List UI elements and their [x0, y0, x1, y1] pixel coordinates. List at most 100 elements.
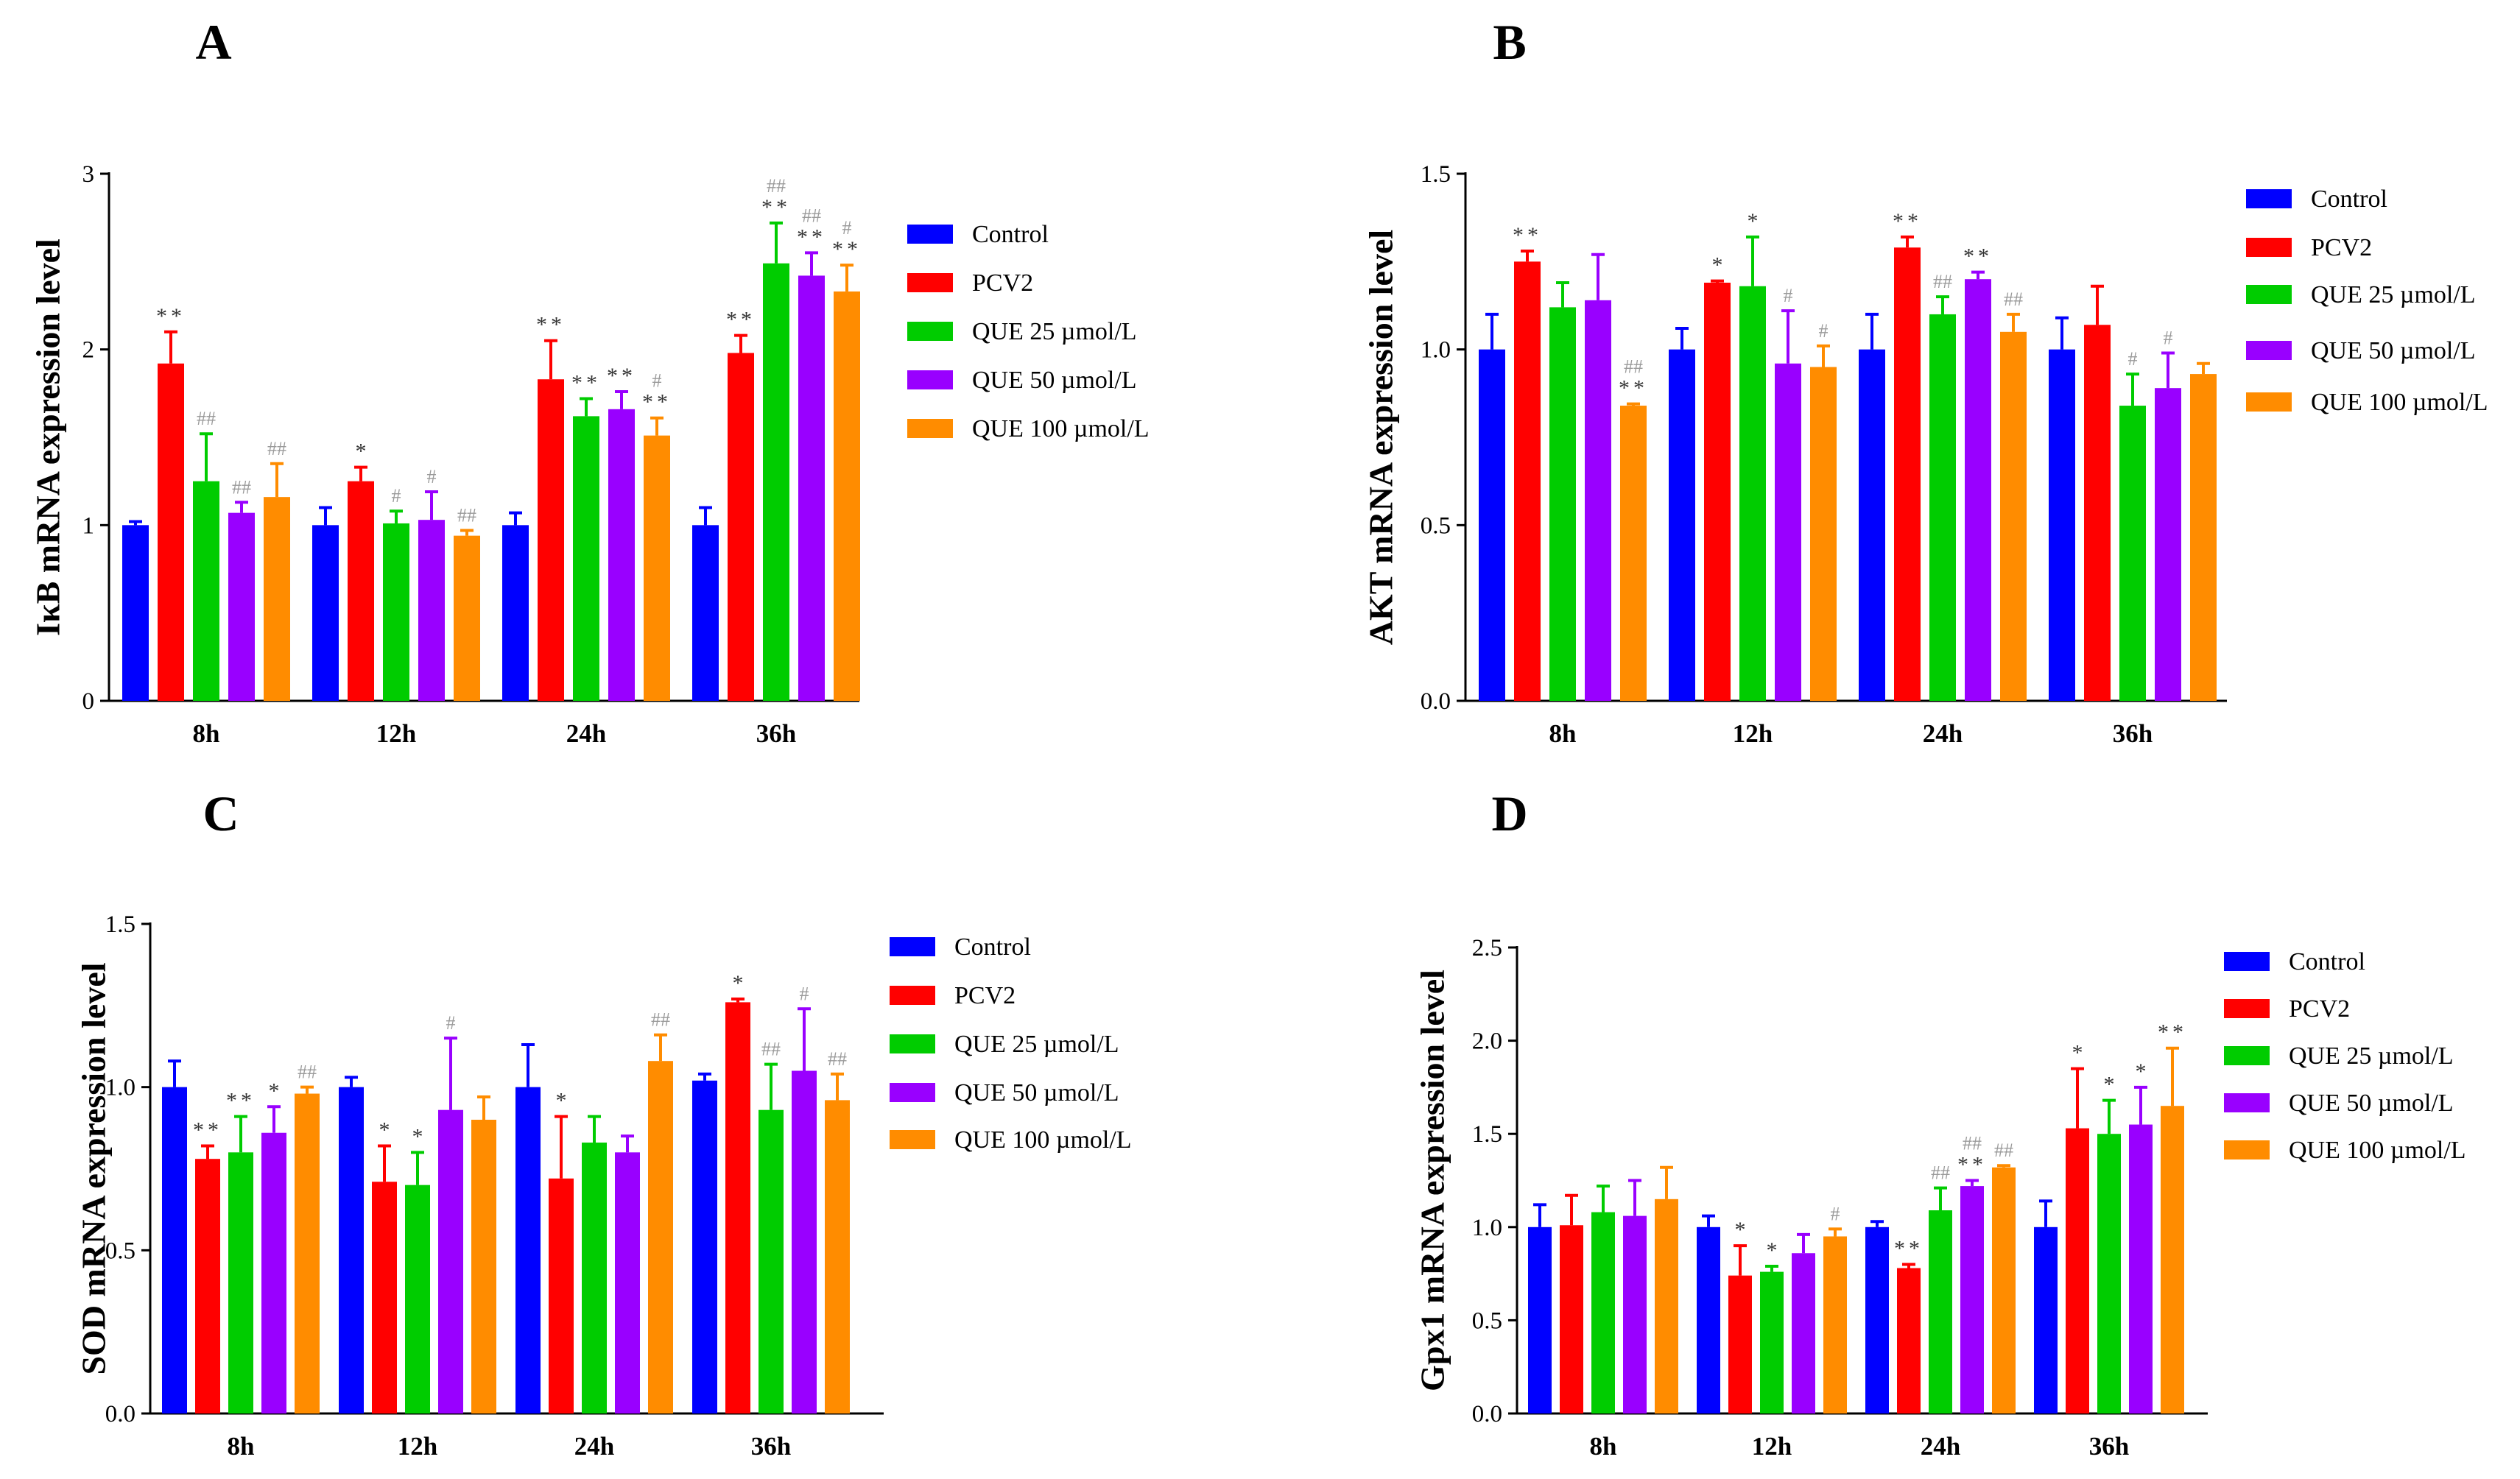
significance-mark: ## — [651, 1009, 670, 1031]
significance-mark: ## — [457, 504, 476, 526]
chart-panel-d: D Gpx1 mRNA expression level 0.0 0.5 1.0 1.5 2… — [1414, 786, 2466, 1461]
x-tick-label: 8h — [228, 1432, 255, 1461]
y-tick-label: 0.0 — [1472, 1401, 1502, 1427]
legend-label: QUE 100 µmol/L — [972, 415, 1150, 442]
legend-label: QUE 25 µmol/L — [954, 1031, 1119, 1058]
bar — [615, 1152, 640, 1413]
x-tick-label: 24h — [1921, 1432, 1960, 1461]
legend-label: Control — [954, 933, 1031, 961]
bar — [2084, 325, 2111, 701]
legend-label: QUE 50 µmol/L — [2289, 1090, 2454, 1117]
bar — [1560, 1225, 1583, 1413]
bar — [1585, 300, 1611, 702]
y-tick-label: 3 — [82, 161, 95, 188]
bar — [2129, 1124, 2153, 1413]
significance-mark: * — [2136, 1059, 2147, 1084]
significance-mark: * — [733, 971, 744, 995]
y-axis-label: IκB mRNA expression level — [29, 239, 67, 636]
bar — [1623, 1215, 1647, 1413]
bar — [2066, 1128, 2089, 1413]
y-tick-label: 1.0 — [1472, 1215, 1502, 1241]
bar — [2097, 1134, 2121, 1413]
bar — [2000, 331, 2027, 701]
significance-mark: ** — [2158, 1020, 2187, 1045]
y-tick-label: 0.0 — [1421, 688, 1451, 715]
y-tick-label: 2.0 — [1472, 1028, 1502, 1055]
y-tick-label: 0.5 — [105, 1238, 135, 1264]
bar — [608, 409, 635, 701]
significance-mark: # — [1819, 320, 1829, 342]
significance-mark: ** — [226, 1089, 256, 1113]
significance-mark: ## — [1994, 1140, 2013, 1161]
x-tick-label: 36h — [756, 719, 796, 748]
bar — [1760, 1271, 1784, 1413]
legend-swatch — [890, 1083, 935, 1102]
bar — [582, 1143, 607, 1413]
bar — [1775, 363, 1801, 701]
y-tick-label: 0.5 — [1472, 1307, 1502, 1334]
legend-label: QUE 25 µmol/L — [2289, 1042, 2454, 1070]
bar — [438, 1109, 463, 1413]
significance-mark: * — [556, 1089, 567, 1113]
bar — [339, 1087, 364, 1413]
legend-label: QUE 25 µmol/L — [2311, 281, 2476, 308]
significance-mark: * — [412, 1124, 423, 1148]
bar — [1965, 279, 1991, 701]
significance-mark: # — [446, 1012, 456, 1034]
legend-label: QUE 100 µmol/L — [2289, 1137, 2466, 1164]
bar — [725, 1002, 750, 1413]
significance-mark: ## — [267, 438, 286, 459]
legend-swatch — [907, 322, 953, 341]
legend-label: QUE 25 µmol/L — [972, 318, 1137, 345]
y-tick-label: 1.5 — [1472, 1121, 1502, 1148]
y-tick-label: 2.5 — [1472, 935, 1502, 961]
bar — [1823, 1236, 1847, 1413]
significance-mark: ** — [1957, 1153, 1987, 1177]
significance-mark: # — [1831, 1203, 1840, 1224]
legend-swatch — [2224, 1140, 2270, 1159]
significance-mark: ** — [761, 195, 791, 219]
bar — [763, 263, 789, 702]
significance-mark: ** — [726, 308, 756, 332]
y-tick-label: 0 — [82, 688, 95, 715]
panel-letter: C — [203, 786, 239, 841]
significance-mark: ** — [832, 237, 862, 261]
significance-mark: ## — [1933, 271, 1952, 292]
x-tick-label: 36h — [751, 1432, 791, 1461]
bar — [193, 481, 219, 701]
significance-mark: ** — [571, 370, 601, 395]
x-tick-label: 8h — [1549, 719, 1577, 748]
significance-mark: ** — [536, 313, 566, 337]
bar — [405, 1185, 430, 1413]
legend-swatch — [907, 273, 953, 292]
x-tick-label: 24h — [574, 1432, 614, 1461]
bar — [312, 525, 339, 701]
bar — [1859, 349, 1885, 701]
significance-mark: # — [392, 485, 401, 506]
significance-mark: ## — [1931, 1162, 1950, 1184]
y-tick-label: 1.0 — [1421, 337, 1451, 364]
significance-mark: # — [427, 466, 437, 487]
bar — [692, 525, 719, 701]
significance-mark: * — [1735, 1218, 1746, 1242]
x-tick-label: 12h — [1752, 1432, 1792, 1461]
bar — [502, 525, 529, 701]
y-tick-label: 0.5 — [1421, 512, 1451, 539]
bar — [1894, 247, 1921, 701]
x-tick-label: 12h — [376, 719, 416, 748]
significance-mark: ## — [761, 1039, 781, 1060]
legend-swatch — [890, 1034, 935, 1053]
significance-mark: ** — [607, 364, 636, 388]
bar — [759, 1109, 784, 1413]
bar — [728, 353, 754, 701]
legend-swatch — [2246, 238, 2292, 257]
bar — [1992, 1167, 2016, 1413]
legend-swatch — [890, 937, 935, 956]
legend-label: PCV2 — [2311, 234, 2372, 261]
significance-mark: ## — [802, 205, 821, 226]
bar — [1897, 1268, 1921, 1413]
bar — [471, 1120, 496, 1413]
bar — [2049, 349, 2075, 701]
